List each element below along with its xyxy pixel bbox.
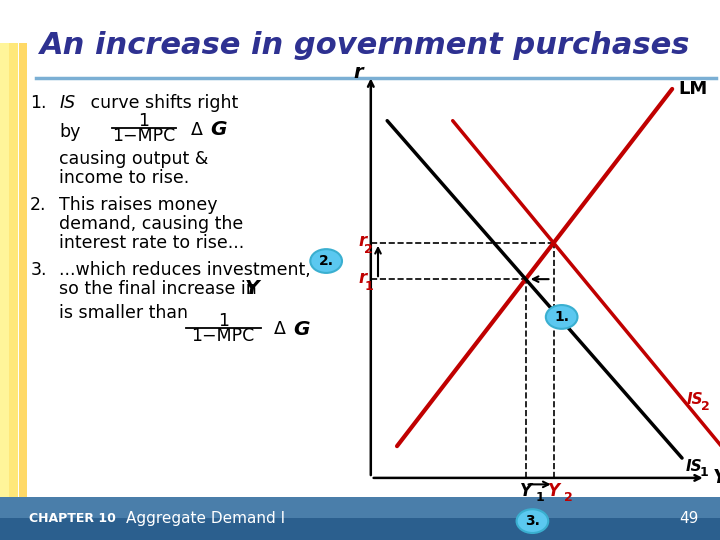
Text: 3.: 3. <box>30 261 47 279</box>
Text: This raises money: This raises money <box>59 196 217 214</box>
Circle shape <box>546 305 577 329</box>
Text: demand, causing the: demand, causing the <box>59 215 243 233</box>
Circle shape <box>310 249 342 273</box>
Text: 49: 49 <box>679 511 698 526</box>
Text: ...which reduces investment,: ...which reduces investment, <box>59 261 311 279</box>
Text: 2.: 2. <box>319 254 333 268</box>
Text: IS: IS <box>59 93 75 112</box>
Text: r: r <box>359 268 366 287</box>
FancyBboxPatch shape <box>0 0 720 78</box>
FancyBboxPatch shape <box>0 43 9 497</box>
Text: Y: Y <box>245 279 259 299</box>
Text: 1: 1 <box>138 112 150 131</box>
Text: 2: 2 <box>564 491 572 504</box>
Text: IS: IS <box>685 458 702 474</box>
Text: 2: 2 <box>364 244 373 256</box>
Text: 1.: 1. <box>30 93 47 112</box>
Text: G: G <box>210 120 227 139</box>
FancyBboxPatch shape <box>19 43 27 497</box>
Text: 1: 1 <box>536 491 544 504</box>
Text: LM: LM <box>678 80 707 98</box>
Text: Δ: Δ <box>191 120 202 139</box>
Text: r: r <box>353 63 363 83</box>
Text: 2.: 2. <box>30 196 47 214</box>
Circle shape <box>516 509 548 533</box>
Text: 1: 1 <box>364 280 373 293</box>
Text: IS: IS <box>687 392 703 407</box>
Text: 1: 1 <box>217 312 229 330</box>
Text: Y: Y <box>548 482 559 501</box>
Text: Aggregate Demand I: Aggregate Demand I <box>126 511 285 526</box>
Text: CHAPTER 10: CHAPTER 10 <box>29 512 116 525</box>
FancyBboxPatch shape <box>0 497 720 540</box>
FancyBboxPatch shape <box>9 43 18 497</box>
Text: r: r <box>359 232 366 250</box>
Text: Δ: Δ <box>274 320 285 339</box>
Text: so the final increase in: so the final increase in <box>59 280 262 298</box>
Text: is smaller than: is smaller than <box>59 304 188 322</box>
Text: 1.: 1. <box>554 310 570 324</box>
Text: causing output &: causing output & <box>59 150 208 168</box>
Text: Y: Y <box>520 482 531 501</box>
Text: by: by <box>59 123 81 141</box>
Text: An increase in government purchases: An increase in government purchases <box>40 31 690 60</box>
Text: 2: 2 <box>701 400 710 413</box>
FancyBboxPatch shape <box>0 518 720 540</box>
Text: curve shifts right: curve shifts right <box>85 93 238 112</box>
Text: Y: Y <box>713 468 720 488</box>
Text: G: G <box>294 320 310 339</box>
Text: 1−MPC: 1−MPC <box>192 327 255 345</box>
Text: 3.: 3. <box>525 514 540 528</box>
Text: interest rate to rise...: interest rate to rise... <box>59 234 244 252</box>
Text: 1−MPC: 1−MPC <box>112 127 176 145</box>
Text: 1: 1 <box>700 466 708 479</box>
Text: income to rise.: income to rise. <box>59 169 189 187</box>
